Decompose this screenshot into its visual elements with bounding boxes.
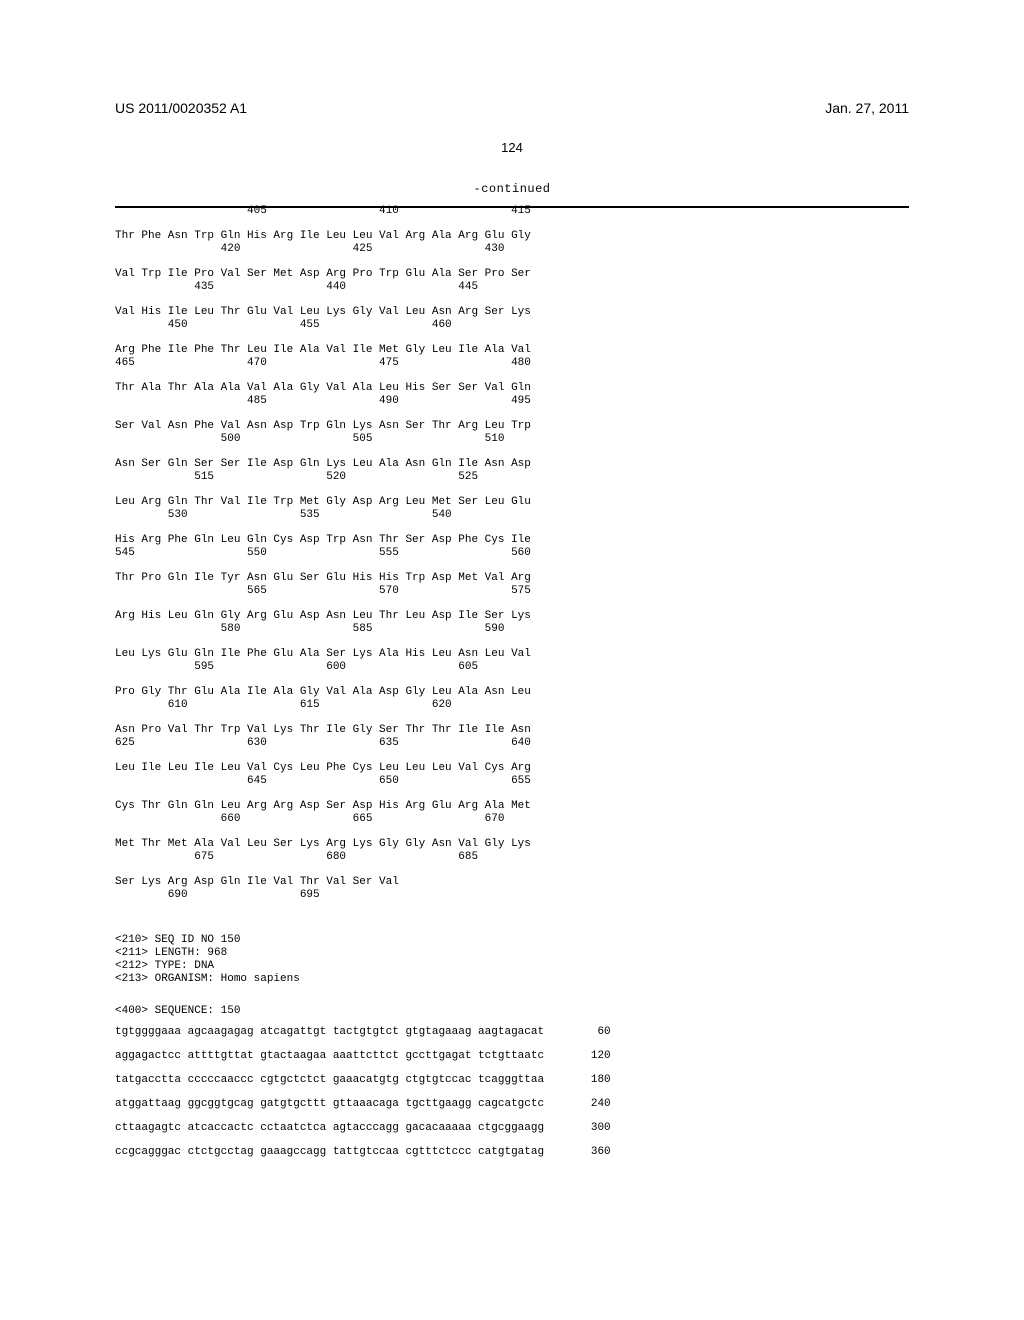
dna-seq-text: atggattaag ggcggtgcag gatgtgcttt gttaaac… (115, 1099, 551, 1110)
protein-sequence-row: Leu Lys Glu Gln Ile Phe Glu Ala Ser Lys … (115, 649, 611, 660)
dna-sequence-row: cttaagagtc atcaccactc cctaatctca agtaccc… (115, 1123, 611, 1134)
position-markers: 625 630 635 640 (115, 738, 611, 749)
protein-sequence-row: Val His Ile Leu Thr Glu Val Leu Lys Gly … (115, 307, 611, 318)
publication-date: Jan. 27, 2011 (825, 100, 909, 116)
position-markers: 645 650 655 (115, 776, 611, 787)
position-markers: 545 550 555 560 (115, 548, 611, 559)
protein-sequence-row: Asn Ser Gln Ser Ser Ile Asp Gln Lys Leu … (115, 459, 611, 470)
protein-sequence-row: Thr Pro Gln Ile Tyr Asn Glu Ser Glu His … (115, 573, 611, 584)
protein-sequence-row: Arg His Leu Gln Gly Arg Glu Asp Asn Leu … (115, 611, 611, 622)
dna-sequence-row: aggagactcc attttgttat gtactaagaa aaattct… (115, 1051, 611, 1062)
protein-sequence-row: Val Trp Ile Pro Val Ser Met Asp Arg Pro … (115, 269, 611, 280)
metadata-line: <211> LENGTH: 968 (115, 948, 611, 959)
dna-position: 60 (551, 1027, 611, 1038)
position-markers: 610 615 620 (115, 700, 611, 711)
dna-position: 240 (551, 1099, 611, 1110)
position-markers: 450 455 460 (115, 320, 611, 331)
protein-sequence-row: Leu Arg Gln Thr Val Ile Trp Met Gly Asp … (115, 497, 611, 508)
position-markers: 435 440 445 (115, 282, 611, 293)
continued-label: -continued (473, 182, 550, 196)
protein-sequence-row: Ser Lys Arg Asp Gln Ile Val Thr Val Ser … (115, 877, 611, 888)
metadata-line: <212> TYPE: DNA (115, 961, 611, 972)
dna-position: 300 (551, 1123, 611, 1134)
protein-sequence-row: His Arg Phe Gln Leu Gln Cys Asp Trp Asn … (115, 535, 611, 546)
position-markers: 580 585 590 (115, 624, 611, 635)
page-number: 124 (501, 140, 523, 155)
position-markers: 530 535 540 (115, 510, 611, 521)
position-markers: 420 425 430 (115, 244, 611, 255)
position-markers: 405 410 415 (115, 206, 611, 217)
position-markers: 675 680 685 (115, 852, 611, 863)
dna-position: 360 (551, 1147, 611, 1158)
position-markers: 500 505 510 (115, 434, 611, 445)
dna-seq-text: tgtggggaaa agcaagagag atcagattgt tactgtg… (115, 1027, 551, 1038)
dna-sequence-row: ccgcagggac ctctgcctag gaaagccagg tattgtc… (115, 1147, 611, 1158)
protein-sequence-row: Cys Thr Gln Gln Leu Arg Arg Asp Ser Asp … (115, 801, 611, 812)
dna-sequence-row: atggattaag ggcggtgcag gatgtgcttt gttaaac… (115, 1099, 611, 1110)
position-markers: 660 665 670 (115, 814, 611, 825)
position-markers: 515 520 525 (115, 472, 611, 483)
metadata-line (115, 987, 611, 998)
protein-sequence-row: Arg Phe Ile Phe Thr Leu Ile Ala Val Ile … (115, 345, 611, 356)
dna-seq-text: aggagactcc attttgttat gtactaagaa aaattct… (115, 1051, 551, 1062)
dna-seq-text: ccgcagggac ctctgcctag gaaagccagg tattgtc… (115, 1147, 551, 1158)
sequence-listing: 405 410 415 Thr Phe Asn Trp Gln His Arg I… (115, 206, 611, 1171)
publication-number: US 2011/0020352 A1 (115, 100, 247, 116)
dna-seq-text: cttaagagtc atcaccactc cctaatctca agtaccc… (115, 1123, 551, 1134)
metadata-line: <400> SEQUENCE: 150 (115, 1006, 611, 1017)
dna-position: 120 (551, 1051, 611, 1062)
position-markers: 465 470 475 480 (115, 358, 611, 369)
patent-page: US 2011/0020352 A1 Jan. 27, 2011 124 -co… (0, 0, 1024, 1320)
position-markers: 690 695 (115, 890, 611, 901)
dna-sequence-row: tatgacctta cccccaaccc cgtgctctct gaaacat… (115, 1075, 611, 1086)
metadata-line: <213> ORGANISM: Homo sapiens (115, 974, 611, 985)
metadata-line: <210> SEQ ID NO 150 (115, 935, 611, 946)
position-markers: 565 570 575 (115, 586, 611, 597)
protein-sequence-row: Thr Ala Thr Ala Ala Val Ala Gly Val Ala … (115, 383, 611, 394)
protein-sequence-row: Met Thr Met Ala Val Leu Ser Lys Arg Lys … (115, 839, 611, 850)
sequence-metadata: <210> SEQ ID NO 150 <211> LENGTH: 968 <212… (115, 935, 611, 1017)
position-markers: 485 490 495 (115, 396, 611, 407)
protein-sequence-row: Thr Phe Asn Trp Gln His Arg Ile Leu Leu … (115, 231, 611, 242)
dna-position: 180 (551, 1075, 611, 1086)
protein-sequence-row: Asn Pro Val Thr Trp Val Lys Thr Ile Gly … (115, 725, 611, 736)
position-markers: 595 600 605 (115, 662, 611, 673)
protein-sequence-row: Ser Val Asn Phe Val Asn Asp Trp Gln Lys … (115, 421, 611, 432)
protein-sequence-row: Pro Gly Thr Glu Ala Ile Ala Gly Val Ala … (115, 687, 611, 698)
protein-sequence-row: Leu Ile Leu Ile Leu Val Cys Leu Phe Cys … (115, 763, 611, 774)
dna-sequence-row: tgtggggaaa agcaagagag atcagattgt tactgtg… (115, 1027, 611, 1038)
dna-seq-text: tatgacctta cccccaaccc cgtgctctct gaaacat… (115, 1075, 551, 1086)
